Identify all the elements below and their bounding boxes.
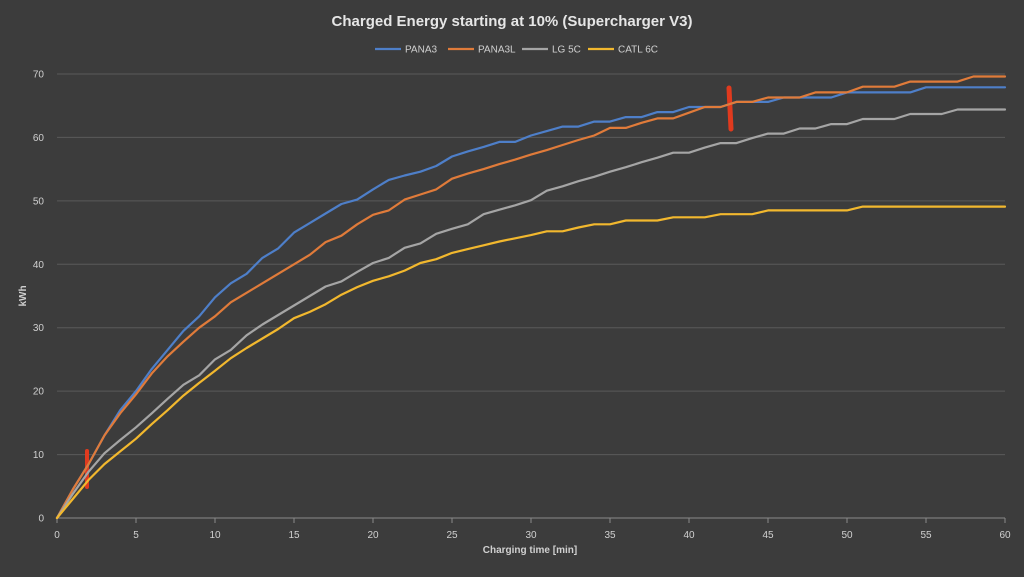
x-tick-label: 0 bbox=[54, 530, 60, 541]
legend-label: CATL 6C bbox=[618, 45, 658, 56]
x-tick-label: 20 bbox=[367, 530, 379, 541]
legend-label: PANA3 bbox=[405, 45, 437, 56]
y-tick-label: 40 bbox=[33, 260, 45, 271]
x-tick-label: 35 bbox=[604, 530, 616, 541]
chart-title: Charged Energy starting at 10% (Supercha… bbox=[332, 13, 693, 30]
y-tick-label: 0 bbox=[38, 514, 44, 525]
y-tick-label: 70 bbox=[33, 70, 45, 81]
x-tick-label: 5 bbox=[133, 530, 139, 541]
x-tick-label: 15 bbox=[288, 530, 300, 541]
x-tick-label: 45 bbox=[762, 530, 774, 541]
legend-label: PANA3L bbox=[478, 45, 516, 56]
series-lines bbox=[55, 75, 1007, 520]
series-line-catl-6c bbox=[55, 205, 1007, 520]
x-axis-title: Charging time [min] bbox=[483, 545, 577, 556]
x-tick-label: 10 bbox=[209, 530, 221, 541]
annotation-marker-right bbox=[726, 85, 734, 132]
x-tick-label: 30 bbox=[525, 530, 537, 541]
legend-label: LG 5C bbox=[552, 45, 581, 56]
x-tick-label: 55 bbox=[920, 530, 932, 541]
series-line-pana3l bbox=[55, 75, 1007, 520]
axes: 0 10 20 30 40 50 60 70 0 5 10 15 20 25 30 35 40 45 50 55 60 bbox=[33, 70, 1011, 542]
x-tick-label: 25 bbox=[446, 530, 458, 541]
y-tick-label: 30 bbox=[33, 323, 45, 334]
y-tick-label: 60 bbox=[33, 133, 45, 144]
y-tick-label: 10 bbox=[33, 450, 45, 461]
y-axis-title: kWh bbox=[18, 285, 29, 306]
x-tick-label: 50 bbox=[841, 530, 853, 541]
series-line-lg-5c bbox=[55, 108, 1007, 520]
y-tick-label: 50 bbox=[33, 196, 45, 207]
legend: PANA3 PANA3L LG 5C CATL 6C bbox=[375, 45, 658, 56]
x-tick-label: 40 bbox=[683, 530, 695, 541]
x-tick-label: 60 bbox=[999, 530, 1011, 541]
y-tick-label: 20 bbox=[33, 387, 45, 398]
